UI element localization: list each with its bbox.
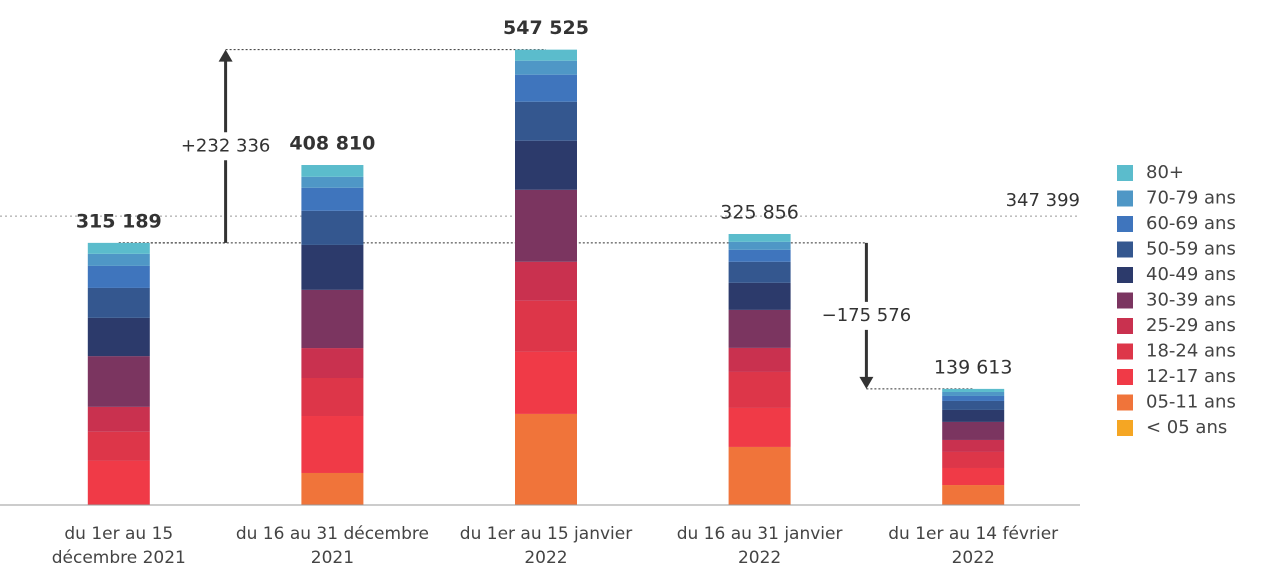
bar-segment <box>301 165 364 177</box>
label-bg <box>170 132 281 161</box>
bar-segment <box>728 347 791 372</box>
legend-label: 30-39 ans <box>1146 290 1236 311</box>
legend-label: < 05 ans <box>1146 417 1227 438</box>
bar-segment <box>942 400 1005 410</box>
bar-segment <box>942 391 1005 396</box>
bar-segment <box>301 472 364 505</box>
bar-segment <box>87 253 150 266</box>
legend-label: 40-49 ans <box>1146 264 1236 285</box>
legend-swatch <box>1117 292 1133 309</box>
arrow-head <box>218 49 233 62</box>
bar-segment <box>728 261 791 283</box>
annotation-label: +232 336 <box>181 135 271 156</box>
x-tick-label: du 1er au 15 <box>64 524 173 544</box>
legend-label: 12-17 ans <box>1146 366 1236 387</box>
x-tick-label: décembre 2021 <box>52 548 186 568</box>
legend-swatch <box>1117 267 1133 283</box>
bar-segment <box>515 60 577 75</box>
bar-segment <box>515 189 577 262</box>
x-tick-label: 2022 <box>524 548 567 568</box>
bar-segment <box>87 460 150 505</box>
bar-segment <box>515 101 577 141</box>
bar-segment <box>301 210 364 245</box>
bar-segment <box>301 289 364 349</box>
legend-label: 05-11 ans <box>1146 392 1236 413</box>
bar-segment <box>942 467 1005 486</box>
total-label: 408 810 <box>289 133 375 155</box>
legend-swatch <box>1117 369 1133 385</box>
bar-segment <box>515 74 577 102</box>
x-tick-label: du 16 au 31 décembre <box>236 524 429 544</box>
arrow-head <box>859 376 874 389</box>
label-bg <box>811 301 922 330</box>
bar-segment <box>942 395 1005 401</box>
bar-segment <box>87 287 150 318</box>
bar-segment <box>87 317 150 357</box>
bar-segment <box>728 446 791 505</box>
bar-segment <box>942 421 1005 440</box>
total-label: 325 856 <box>720 201 799 223</box>
bar-segment <box>87 406 150 432</box>
legend-swatch <box>1117 241 1133 258</box>
legend-label: 25-29 ans <box>1146 315 1236 336</box>
bar-segment <box>942 409 1005 422</box>
x-tick-label: du 16 au 31 janvier <box>677 524 843 544</box>
bar-segment <box>515 300 577 352</box>
bar-segment <box>728 371 791 408</box>
bar-segment <box>942 485 1005 505</box>
bar-segment <box>301 244 364 290</box>
bar-segment <box>728 249 791 262</box>
total-label: 547 525 <box>503 17 589 39</box>
bar-segment <box>301 348 364 379</box>
bar-segment <box>515 351 577 414</box>
bar-segment <box>301 378 364 417</box>
x-tick-label: 2022 <box>738 548 781 568</box>
x-tick-label: du 1er au 15 janvier <box>460 524 632 544</box>
legend-label: 60-69 ans <box>1146 213 1236 234</box>
total-label: 139 613 <box>934 356 1013 378</box>
legend-label: 80+ <box>1146 162 1184 183</box>
bar-segment <box>515 413 577 505</box>
legend-swatch <box>1117 343 1133 360</box>
bar-segment <box>515 261 577 301</box>
legend-swatch <box>1117 165 1133 181</box>
bar-segment <box>515 49 577 61</box>
legend-swatch <box>1117 420 1133 436</box>
legend-label: 70-79 ans <box>1146 188 1236 209</box>
bar-segment <box>728 282 791 310</box>
bar-segment <box>728 407 791 447</box>
bar-segment <box>87 356 150 407</box>
bar-segment <box>728 233 791 242</box>
bar-segment <box>301 176 364 188</box>
x-tick-label: 2022 <box>952 548 995 568</box>
x-tick-label: du 1er au 14 février <box>888 524 1058 544</box>
bar-segment <box>87 431 150 461</box>
bar-segment <box>515 140 577 190</box>
bar-segment <box>301 187 364 211</box>
bar-segment <box>942 451 1005 468</box>
legend-swatch <box>1117 318 1133 334</box>
bar-segment <box>87 265 150 288</box>
total-label: 315 189 <box>76 210 162 232</box>
bar-segment <box>87 242 150 254</box>
bar-segment <box>728 241 791 250</box>
legend-swatch <box>1117 394 1133 411</box>
x-tick-label: 2021 <box>311 548 354 568</box>
legend-swatch <box>1117 216 1133 232</box>
bar-segment <box>301 416 364 473</box>
legend-label: 50-59 ans <box>1146 239 1236 260</box>
legend-label: 18-24 ans <box>1146 341 1236 362</box>
reference-label: 347 399 <box>1006 190 1080 211</box>
annotation-label: −175 576 <box>822 305 912 326</box>
legend-swatch <box>1117 190 1133 207</box>
bar-segment <box>942 439 1005 452</box>
bar-segment <box>942 388 1005 392</box>
bar-segment <box>728 309 791 348</box>
